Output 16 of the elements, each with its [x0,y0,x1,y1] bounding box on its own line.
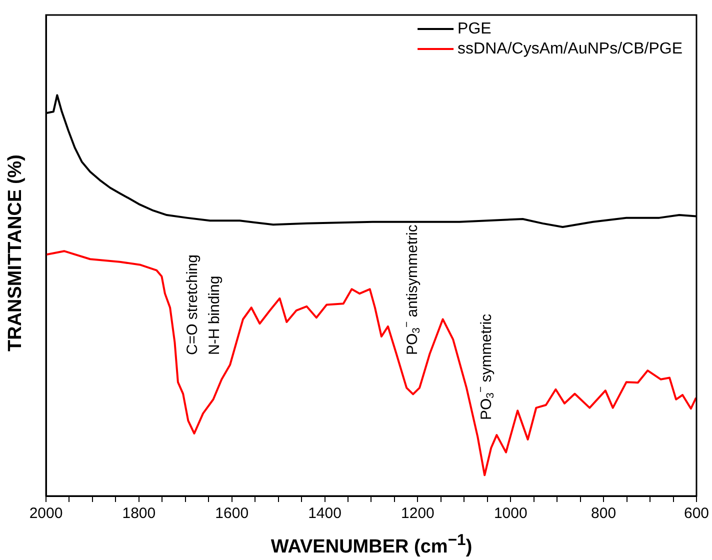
x-tick-label: 600 [684,505,709,522]
x-tick-label: 1600 [215,505,249,522]
x-tick-label: 1000 [494,505,528,522]
x-tick-label: 800 [591,505,616,522]
x-tick-label: 2000 [29,505,63,522]
x-tick-label: 1200 [401,505,434,522]
legend-label: PGE [458,20,492,38]
legend-label: ssDNA/CysAm/AuNPs/CB/PGE [458,40,682,58]
y-axis-title: TRANSMITTANCE (%) [5,154,27,352]
annotation: N-H binding [206,276,224,355]
annotation: PO3− antisymmetric [400,224,423,355]
x-axis-title: WAVENUMBER (cm$^{−1}$) [270,532,474,558]
x-tick-label: 1400 [308,505,342,522]
x-tick-label: 1800 [122,505,156,522]
annotation: PO3− symmetric [474,313,497,420]
annotation: C=O stretching [184,254,202,355]
